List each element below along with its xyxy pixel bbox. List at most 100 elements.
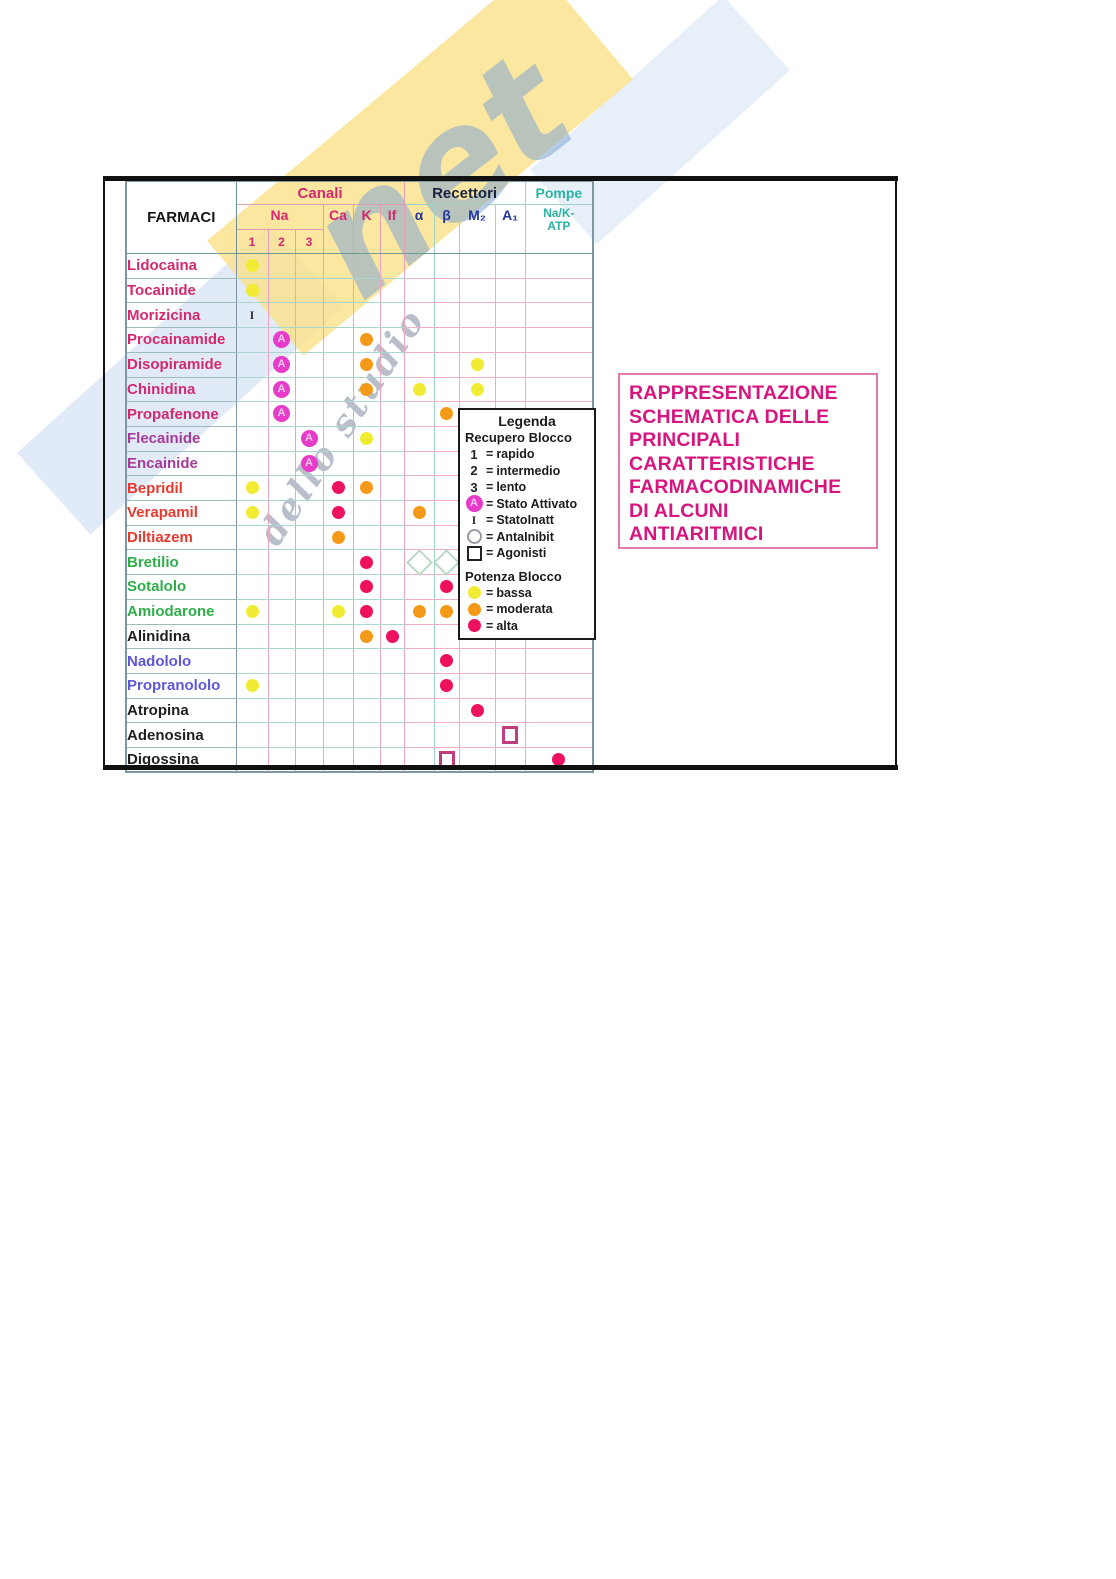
cell-if [379,351,405,378]
cell-na1 [235,574,269,600]
legend-recupero-title: Recupero Blocco [465,430,572,445]
potenza-dot-moderata [360,382,373,396]
stato-attivato-icon: A [300,454,318,472]
title-line: ANTIARITMICI [629,523,764,545]
cell-k [352,475,381,502]
potenza-dot-bassa [470,382,484,396]
group-header-pompe: Pompe [524,180,594,205]
cell-ca [322,648,354,674]
cell-m2 [458,722,496,749]
cell-if [379,277,405,304]
legend-label: intermedio [496,463,561,478]
potenza-dot-bassa [467,586,481,600]
cell-k [352,450,381,477]
title-line: PRINCIPALI [629,429,741,451]
legend-symbol [465,529,483,545]
cell-alpha [403,574,435,600]
cell-na3 [294,697,324,724]
cell-beta [433,401,460,427]
equals-sign: = [486,513,494,528]
equals-sign: = [486,447,494,462]
potenza-dot-bassa [245,259,259,273]
potenza-dot-alta [360,580,373,594]
cell-alpha [403,475,435,502]
cell-k [352,277,381,304]
potenza-dot-alta [360,555,373,569]
cell-beta [433,598,460,625]
cell-alpha [403,623,435,650]
cell-na1 [235,401,269,427]
cell-na1 [235,351,269,378]
cell-if [379,648,405,674]
cell-na3 [294,574,324,600]
stato-attivato-icon: A [273,405,290,423]
legend-label: Agonisti [496,546,547,561]
table-row: Nadololo [125,648,594,674]
legend-symbol [465,602,483,616]
frame-bottom-border [103,765,898,770]
cell-beta [433,277,460,304]
cell-alpha [403,697,435,724]
cell-if [379,327,405,353]
legend-symbol [465,545,483,561]
cell-ca [322,450,354,477]
cell-k [352,401,381,427]
potenza-dot-alta [440,580,454,594]
cell-alpha [403,450,435,477]
legend-label: rapido [496,447,535,462]
cell-na1 [235,475,269,502]
cell-ca [322,253,354,279]
drug-name: Propranololo [125,672,237,699]
cell-if [379,450,405,477]
col-header-ca: Ca [322,204,354,254]
cell-ca [322,549,354,576]
drug-name: Morizicina [125,302,237,329]
potenza-dot-bassa [245,604,259,618]
col-header-alpha: α [403,204,435,254]
cell-k [352,524,381,551]
cell-a1 [494,376,526,403]
potenza-dot-moderata [467,602,481,616]
legend-symbol: I [465,513,483,528]
cell-na3 [294,524,324,551]
title-line: CARATTERISTICHE [629,452,815,475]
cell-na1 [235,524,269,551]
col-header-beta: β [433,204,460,254]
potenza-dot-moderata [360,481,373,495]
cell-ca [322,425,354,452]
cell-na2 [267,672,296,699]
cell-a1 [494,302,526,329]
cell-na1 [235,425,269,452]
cell-beta [433,351,460,378]
potenza-dot-alta [440,654,454,668]
cell-k [352,351,381,378]
cell-a1 [494,253,526,279]
cell-k [352,598,381,625]
cell-na3 [294,500,324,526]
cell-na2 [267,697,296,724]
cell-na2 [267,524,296,551]
col-header-a1: A₁ [494,204,526,254]
cell-k [352,722,381,749]
cell-na2 [267,425,296,452]
cell-m2 [458,351,496,378]
col-header-if: If [379,204,405,254]
cell-alpha [403,401,435,427]
legend-label: alta [496,618,518,633]
cell-na1 [235,722,269,749]
cell-ca [322,500,354,526]
cell-beta [433,548,461,576]
nak-line2: ATP [547,219,571,233]
cell-k [352,500,381,526]
title-line: FARMACODINAMICHE [629,476,842,498]
potenza-dot-bassa [245,283,259,297]
cell-alpha [403,524,435,551]
cell-if [379,425,405,452]
cell-ca [322,277,354,304]
cell-k [352,648,381,674]
cell-nak [524,253,594,279]
cell-ca [322,672,354,699]
group-header-recettori: Recettori [403,180,526,205]
cell-beta [433,450,460,477]
equals-sign: = [486,585,494,600]
